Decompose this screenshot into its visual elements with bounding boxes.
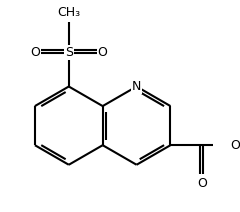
Text: O: O [97, 46, 107, 59]
Text: O: O [198, 177, 208, 190]
Text: S: S [65, 46, 73, 59]
Text: OH: OH [230, 139, 240, 152]
Text: N: N [132, 80, 141, 93]
Text: O: O [30, 46, 40, 59]
Text: CH₃: CH₃ [57, 6, 80, 19]
